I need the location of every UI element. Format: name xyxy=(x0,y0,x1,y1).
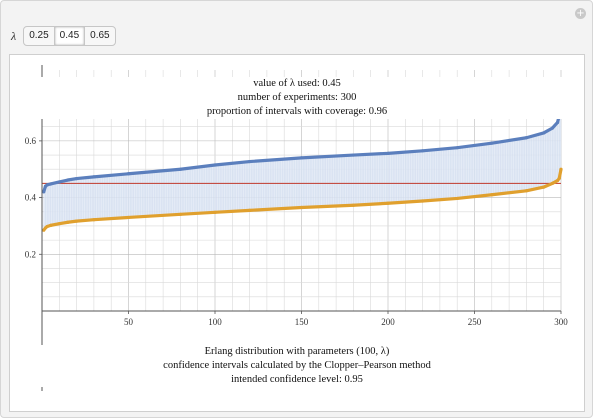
lambda-option-0[interactable]: 0.25 xyxy=(29,30,49,41)
lower-bound-point xyxy=(248,208,252,212)
lambda-setter-bar: 0.25 0.45 0.65 xyxy=(23,26,116,46)
upper-bound-point xyxy=(75,176,79,181)
y-tick-label: 0.6 xyxy=(25,136,37,146)
upper-bound-point xyxy=(386,151,390,155)
x-tick-label: 250 xyxy=(468,317,482,327)
x-tick-label: 100 xyxy=(208,317,222,327)
lower-bound-point xyxy=(299,205,304,210)
lower-bound-point xyxy=(386,201,390,205)
top-caption: value of λ used: 0.45 number of experime… xyxy=(10,77,584,119)
lower-bound-point xyxy=(42,228,46,232)
upper-bound-point xyxy=(178,167,182,171)
caption-distribution: Erlang distribution with parameters (100… xyxy=(204,346,390,357)
lower-bound-point xyxy=(550,181,554,186)
interval-band xyxy=(43,99,562,231)
caption-confidence: intended confidence level: 0.95 xyxy=(231,374,363,385)
output-panel: 0.20.40.60.850100150200250300 value of λ… xyxy=(9,54,585,412)
lower-bound-point xyxy=(559,167,563,171)
lower-bound-point xyxy=(455,196,459,201)
caption-experiments: number of experiments: 300 xyxy=(237,92,357,103)
lambda-option-1[interactable]: 0.45 xyxy=(53,27,85,45)
lower-bound-point xyxy=(351,203,355,207)
upper-bound-point xyxy=(555,120,560,125)
lower-bound-point xyxy=(490,193,494,197)
upper-bound-point xyxy=(213,163,217,167)
upper-bound-point xyxy=(49,182,53,186)
lower-bound-point xyxy=(49,223,53,227)
upper-bound-point xyxy=(92,175,96,179)
lower-bound-point xyxy=(57,222,61,226)
lower-bound-point xyxy=(178,212,182,216)
lower-bound-point xyxy=(66,220,70,224)
upper-bound-point xyxy=(45,183,49,187)
upper-bound-point xyxy=(126,172,131,176)
x-tick-label: 300 xyxy=(554,317,568,327)
upper-bound-point xyxy=(455,146,459,150)
x-tick-label: 150 xyxy=(295,317,309,327)
lower-bound-point xyxy=(92,218,96,222)
caption-lambda: value of λ used: 0.45 xyxy=(253,78,341,89)
y-tick-label: 0.2 xyxy=(25,249,36,259)
upper-bound-point xyxy=(550,126,554,130)
x-tick-label: 50 xyxy=(124,317,134,327)
upper-bound-point xyxy=(351,153,355,157)
upper-bound-point xyxy=(421,149,425,153)
lower-bound-point xyxy=(75,219,79,223)
lower-bound-point xyxy=(45,224,49,229)
coverage-chart: 0.20.40.60.850100150200250300 xyxy=(25,65,568,391)
x-tick-label: 200 xyxy=(381,317,395,327)
lower-bound-point xyxy=(213,210,217,214)
upper-bound-point xyxy=(490,141,494,145)
upper-bound-point xyxy=(66,178,70,182)
lower-bound-point xyxy=(557,176,561,180)
lower-bound-point xyxy=(555,178,560,183)
upper-bound-point xyxy=(57,180,61,184)
lambda-control: λ 0.25 0.45 0.65 xyxy=(11,26,116,46)
add-icon[interactable]: + xyxy=(575,8,586,19)
caption-coverage: proportion of intervals with coverage: 0… xyxy=(206,106,388,117)
bottom-caption: Erlang distribution with parameters (100… xyxy=(10,345,584,387)
lambda-option-2[interactable]: 0.65 xyxy=(84,27,114,45)
lower-bound-point xyxy=(524,189,529,193)
lower-bound-point xyxy=(421,199,425,203)
caption-method: confidence intervals calculated by the C… xyxy=(163,360,431,371)
upper-bound-point xyxy=(542,131,546,135)
upper-bound-point xyxy=(524,136,529,140)
upper-bound-point xyxy=(42,190,46,194)
upper-bound-point xyxy=(248,159,252,164)
y-tick-label: 0.4 xyxy=(25,193,37,203)
lower-bound-point xyxy=(542,185,546,189)
lambda-label: λ xyxy=(11,28,17,43)
lower-bound-point xyxy=(126,215,131,220)
upper-bound-point xyxy=(299,156,304,160)
